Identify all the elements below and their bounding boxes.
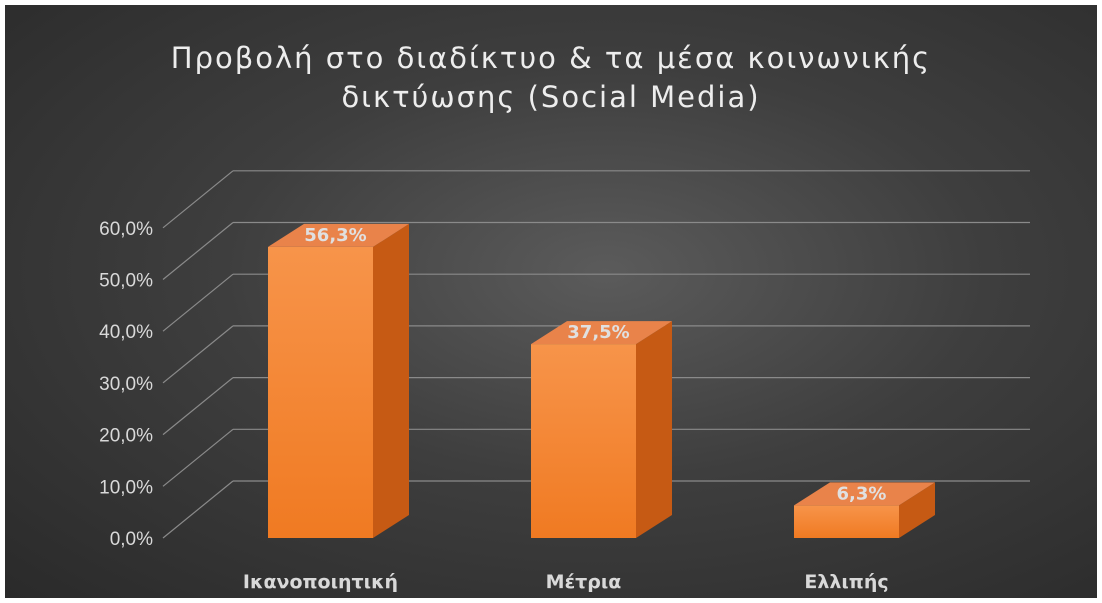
gridline-diagonal bbox=[162, 222, 234, 280]
bar-side bbox=[899, 482, 935, 538]
bar-front bbox=[531, 344, 636, 538]
plot-area: 0,0% 10,0% 20,0% 30,0% 40,0% 50,0% 60,0% 56,3%… bbox=[99, 170, 1030, 593]
x-category-label: Μέτρια bbox=[546, 571, 622, 593]
y-tick-label: 40,0% bbox=[99, 322, 153, 343]
data-label: 56,3% bbox=[304, 225, 366, 246]
y-tick-label: 0,0% bbox=[110, 529, 153, 550]
data-labels: 56,3% 37,5% 6,3% bbox=[304, 225, 887, 504]
x-axis-categories: Ικανοποιητική Μέτρια Ελλιπής bbox=[243, 571, 889, 593]
gridline-diagonal bbox=[162, 273, 234, 332]
bar-top bbox=[794, 482, 935, 506]
data-label: 37,5% bbox=[567, 322, 629, 343]
chart-title: Προβολή στο διαδίκτυο & τα μέσα κοινωνικ… bbox=[170, 41, 932, 114]
gridline-diagonal bbox=[162, 480, 234, 539]
data-label: 6,3% bbox=[837, 483, 887, 504]
y-tick-label: 50,0% bbox=[99, 271, 153, 292]
bar-top bbox=[268, 223, 409, 247]
bar-side bbox=[636, 321, 672, 538]
bar bbox=[531, 321, 672, 538]
bar-side bbox=[373, 223, 409, 538]
bar-front bbox=[268, 246, 373, 538]
chart-area: Προβολή στο διαδίκτυο & τα μέσα κοινωνικ… bbox=[5, 5, 1097, 598]
bar-front bbox=[794, 505, 899, 538]
x-category-label: Ικανοποιητική bbox=[243, 571, 398, 593]
bar-top bbox=[531, 321, 672, 345]
bar bbox=[794, 482, 935, 538]
gridline-diagonal bbox=[162, 170, 234, 229]
gridline-diagonal bbox=[162, 325, 234, 384]
bars bbox=[268, 223, 935, 538]
y-tick-label: 10,0% bbox=[99, 477, 153, 498]
y-tick-label: 20,0% bbox=[99, 426, 153, 447]
y-tick-label: 30,0% bbox=[99, 374, 153, 395]
y-tick-label: 60,0% bbox=[99, 219, 153, 240]
gridline-diagonal bbox=[162, 377, 234, 436]
y-axis-ticks: 0,0% 10,0% 20,0% 30,0% 40,0% 50,0% 60,0% bbox=[99, 219, 153, 550]
gridline-diagonal bbox=[162, 428, 234, 487]
x-category-label: Ελλιπής bbox=[804, 571, 888, 593]
bar bbox=[268, 223, 409, 538]
